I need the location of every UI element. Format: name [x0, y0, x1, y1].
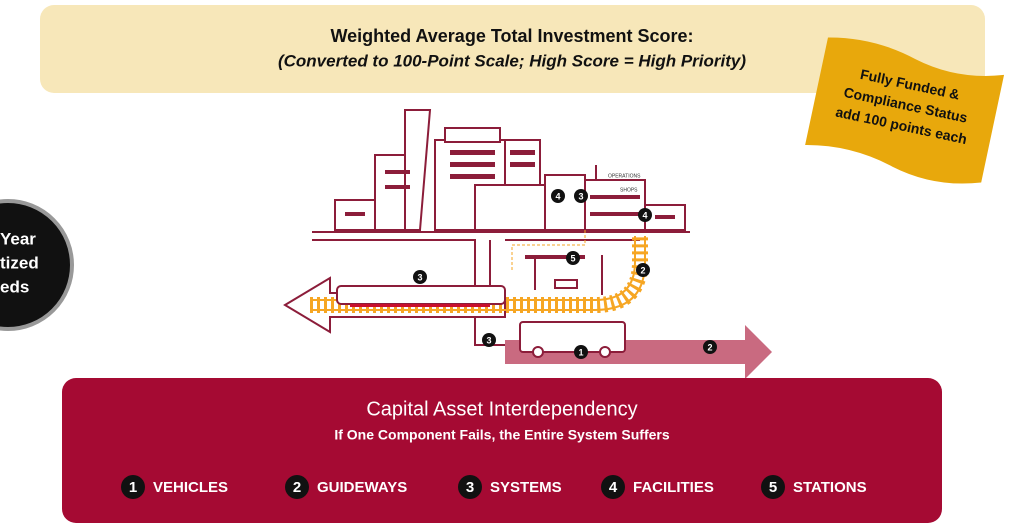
side-circle-line: Year — [0, 229, 36, 248]
legend-label: VEHICLES — [153, 479, 228, 496]
header-title: Weighted Average Total Investment Score: — [330, 26, 693, 46]
badge-number: 3 — [578, 191, 583, 201]
legend-label: STATIONS — [793, 479, 867, 496]
legend-number: 5 — [769, 479, 777, 496]
shops-label: SHOPS — [620, 187, 638, 193]
badge-number: 3 — [417, 272, 422, 282]
panel-subtitle: If One Component Fails, the Entire Syste… — [334, 427, 669, 443]
badge-number: 5 — [570, 253, 575, 263]
header-subtitle: (Converted to 100-Point Scale; High Scor… — [278, 51, 746, 70]
badge-number: 1 — [578, 347, 583, 357]
legend-label: SYSTEMS — [490, 479, 562, 496]
badge-number: 3 — [486, 335, 491, 345]
legend-number: 2 — [293, 479, 301, 496]
legend-label: FACILITIES — [633, 479, 714, 496]
badge-number: 4 — [642, 210, 647, 220]
legend-number: 1 — [129, 479, 137, 496]
side-circle-line: eds — [0, 277, 29, 296]
building — [445, 128, 500, 142]
legend-number: 3 — [466, 479, 474, 496]
legend-label: GUIDEWAYS — [317, 479, 407, 496]
legend-number: 4 — [609, 479, 618, 496]
badge-number: 4 — [555, 191, 560, 201]
tram — [337, 286, 505, 304]
building — [475, 185, 545, 230]
infographic: Weighted Average Total Investment Score:… — [0, 0, 1025, 527]
badge-number: 2 — [707, 342, 712, 352]
badge-number: 2 — [640, 265, 645, 275]
city: OPERATIONS SHOPS — [285, 110, 772, 379]
panel-title: Capital Asset Interdependency — [366, 398, 637, 420]
operations-label: OPERATIONS — [608, 173, 641, 179]
side-circle-line: tized — [0, 253, 39, 272]
